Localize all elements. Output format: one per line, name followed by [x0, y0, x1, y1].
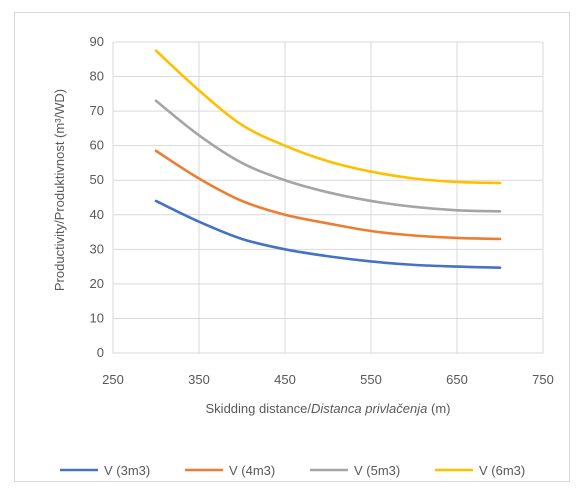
x-axis-label-unit: (m): [427, 401, 450, 416]
y-tick-label: 30: [90, 241, 104, 256]
x-tick-label: 750: [532, 372, 554, 387]
grid-lines: [112, 41, 544, 354]
series-line: [154, 199, 502, 269]
x-tick-label: 450: [274, 372, 296, 387]
y-tick-label: 20: [90, 276, 104, 291]
legend: V (3m3) V (4m3) V (5m3) V (6m3): [60, 463, 525, 478]
x-axis-label: Skidding distance/Distanca privlačenja (…: [206, 401, 451, 416]
series-line: [154, 99, 502, 213]
y-tick-label: 90: [90, 34, 104, 49]
y-tick-labels: 0 10 20 30 40 50 60 70 80 90: [90, 34, 104, 360]
series-line: [154, 49, 502, 185]
x-tick-label: 550: [360, 372, 382, 387]
y-tick-label: 60: [90, 138, 104, 153]
series-lines: [154, 49, 502, 269]
legend-label: V (3m3): [104, 463, 150, 478]
y-tick-label: 80: [90, 69, 104, 84]
y-axis-label: Productivity/Produktivnost (m³/WD): [52, 89, 67, 291]
legend-label: V (6m3): [479, 463, 525, 478]
y-tick-label: 0: [97, 345, 104, 360]
x-tick-labels: 250 350 450 550 650 750: [102, 372, 554, 387]
legend-label: V (4m3): [229, 463, 275, 478]
legend-label: V (5m3): [354, 463, 400, 478]
x-tick-label: 250: [102, 372, 124, 387]
x-axis-label-italic: Distanca privlačenja: [311, 401, 427, 416]
y-tick-label: 70: [90, 103, 104, 118]
chart-frame: [14, 12, 570, 482]
x-tick-label: 650: [446, 372, 468, 387]
x-tick-label: 350: [188, 372, 210, 387]
y-tick-label: 10: [90, 310, 104, 325]
series-line: [154, 149, 502, 241]
y-tick-label: 40: [90, 207, 104, 222]
y-tick-label: 50: [90, 172, 104, 187]
x-axis-label-plain: Skidding distance/: [206, 401, 312, 416]
